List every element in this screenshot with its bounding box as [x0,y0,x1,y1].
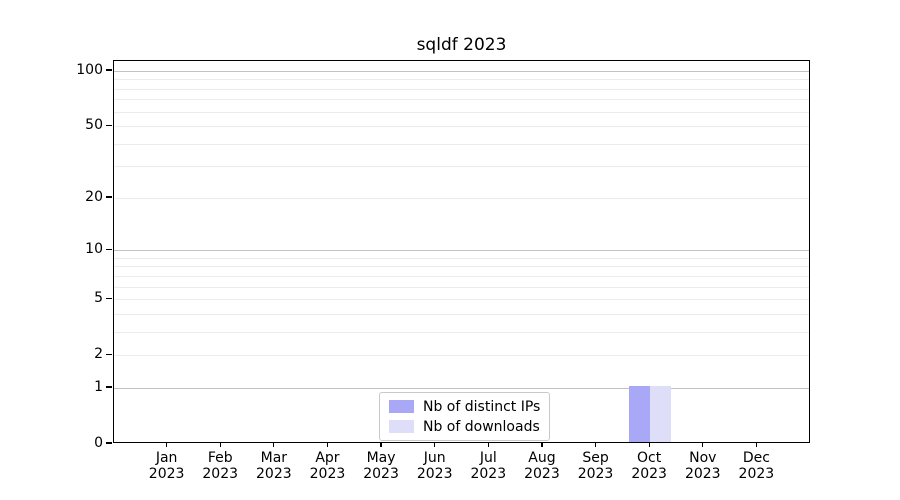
x-tick-label: Aug 2023 [502,450,582,482]
x-tick-month: Apr [315,450,340,466]
y-tick-label: 100 [76,61,103,78]
x-tick-month: Feb [207,450,233,466]
x-tick-month: Jul [479,450,497,466]
x-tick-year: 2023 [202,466,239,482]
x-tick-label: Sep 2023 [556,450,636,482]
y-tick-label: 2 [94,346,103,363]
y-tick-mark [106,196,112,198]
bar-nb-of-distinct-ips [629,385,651,442]
x-tick-year: 2023 [256,466,292,482]
x-tick-mark [648,443,650,447]
gridline-minor [114,79,809,81]
x-tick-label: Dec 2023 [716,450,796,482]
gridline-minor [114,197,809,199]
x-tick-mark [702,443,704,447]
gridline-minor [114,126,809,128]
gridline-minor [114,166,809,168]
legend-label: Nb of distinct IPs [423,398,541,415]
x-tick-label: Mar 2023 [234,450,314,482]
gridline-minor [114,266,809,268]
y-tick-label: 50 [85,117,103,134]
x-tick-label: Apr 2023 [287,450,367,482]
bar-nb-of-downloads [650,385,672,442]
chart-title: sqldf 2023 [416,35,507,55]
x-tick-year: 2023 [148,466,185,482]
legend: Nb of distinct IPs Nb of downloads [379,392,551,441]
x-tick-year: 2023 [524,466,560,482]
x-tick-month: Mar [260,450,288,466]
x-tick-label: Feb 2023 [180,450,260,482]
gridline-major [114,250,809,252]
x-tick-year: 2023 [738,466,775,482]
x-tick-mark [326,443,329,447]
x-tick-year: 2023 [631,466,667,482]
y-tick-mark [106,442,112,444]
x-tick-year: 2023 [470,466,507,482]
x-tick-month: Jun [423,450,446,466]
x-tick-month: Dec [742,450,770,466]
x-tick-label: Nov 2023 [663,450,743,482]
x-tick-mark [594,443,597,447]
y-tick-mark [106,124,112,126]
y-tick-label: 5 [94,290,103,307]
x-tick-mark [380,443,382,447]
y-tick-mark [106,353,112,355]
x-tick-label: Oct 2023 [609,450,689,482]
gridline-minor [114,143,809,145]
legend-label: Nb of downloads [423,418,540,435]
gridline-minor [114,111,809,113]
gridline-major [114,70,809,72]
x-tick-mark [273,443,275,447]
x-tick-label: Jun 2023 [395,450,475,482]
x-tick-month: Sep [582,450,609,466]
gridline-minor [114,355,809,357]
x-tick-mark [219,443,221,447]
y-tick-mark [106,297,112,299]
x-tick-month: Nov [689,450,717,466]
x-tick-year: 2023 [309,466,346,482]
x-tick-label: May 2023 [341,450,421,482]
y-tick-label: 20 [85,188,103,205]
plot-area [113,60,810,443]
legend-swatch [389,400,414,413]
x-tick-year: 2023 [416,466,453,482]
x-tick-mark [541,443,543,447]
gridline-minor [114,299,809,301]
gridline-minor [114,275,809,277]
gridline-major [114,387,809,389]
y-tick-label: 0 [94,435,103,451]
gridline-minor [114,313,809,315]
y-tick-mark [106,69,112,71]
x-tick-year: 2023 [363,466,399,482]
legend-swatch [389,420,414,433]
x-tick-year: 2023 [577,466,614,482]
y-tick-label: 10 [85,241,103,258]
x-tick-mark [166,443,168,447]
x-tick-month: Aug [528,450,556,466]
x-tick-label: Jul 2023 [448,450,528,482]
x-tick-month: May [366,450,396,466]
x-tick-year: 2023 [684,466,721,482]
x-tick-month: Jan [155,450,178,466]
gridline-minor [114,286,809,288]
x-tick-month: Oct [637,450,662,466]
y-tick-label: 1 [94,378,103,395]
x-tick-mark [755,443,757,447]
x-tick-mark [434,443,436,447]
gridline-minor [114,257,809,259]
legend-item: Nb of downloads [389,418,540,435]
gridline-minor [114,88,809,90]
y-tick-mark [106,386,112,388]
gridline-minor [114,99,809,101]
legend-item: Nb of distinct IPs [389,398,540,415]
x-tick-label: Jan 2023 [127,450,207,482]
x-tick-mark [487,443,489,447]
gridline-minor [114,331,809,333]
y-tick-mark [106,248,112,250]
